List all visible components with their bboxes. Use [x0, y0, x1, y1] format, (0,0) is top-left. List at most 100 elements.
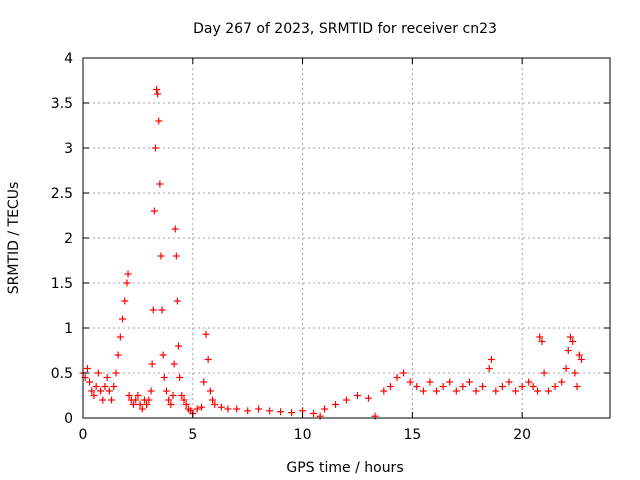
data-point [446, 378, 454, 386]
data-point [172, 252, 180, 260]
y-tick-label: 0 [64, 411, 73, 427]
data-point [518, 383, 526, 390]
data-point [124, 270, 132, 278]
data-point [200, 378, 208, 386]
data-point [119, 315, 127, 323]
data-point [386, 383, 394, 390]
data-point [233, 405, 241, 413]
data-point [145, 396, 153, 404]
data-point [575, 351, 583, 359]
data-point [198, 403, 206, 411]
data-point [492, 387, 500, 395]
data-points [79, 86, 585, 420]
data-point [202, 330, 210, 338]
data-point [310, 410, 318, 417]
data-point [108, 396, 116, 404]
data-point [459, 383, 467, 390]
data-point [393, 374, 401, 381]
data-point [134, 392, 142, 399]
data-point [86, 378, 94, 386]
data-point [380, 387, 388, 395]
data-point [83, 365, 91, 372]
data-point [116, 333, 124, 341]
data-point [94, 369, 102, 377]
x-tick-label: 20 [513, 427, 531, 443]
axis-ticks [82, 57, 610, 419]
y-tick-label: 3.5 [51, 96, 73, 112]
data-point [159, 351, 167, 359]
data-point [154, 90, 162, 98]
data-point [558, 378, 566, 386]
data-point [121, 297, 129, 305]
chart-title: Day 267 of 2023, SRMTID for receiver cn2… [193, 21, 497, 37]
data-point [105, 387, 113, 395]
data-point [156, 180, 164, 188]
data-point [99, 396, 107, 404]
data-point [343, 396, 350, 404]
data-point [472, 387, 480, 395]
data-point [138, 405, 146, 413]
data-point [266, 407, 274, 415]
y-tick-label: 0.5 [51, 366, 73, 382]
data-point [577, 356, 585, 363]
x-tick-label: 0 [79, 427, 88, 443]
data-point [551, 383, 559, 390]
tick-labels: 0 0.5 1 1.5 2 2.5 3 3.5 4 0 5 10 15 20 [51, 51, 531, 443]
data-point [178, 392, 186, 399]
data-point [103, 374, 111, 381]
plot-frame [82, 57, 611, 419]
data-point [101, 383, 109, 390]
x-tick-label: 5 [188, 427, 197, 443]
data-point [204, 356, 212, 363]
data-point [160, 374, 168, 381]
data-point [132, 396, 140, 404]
data-point [569, 338, 577, 345]
data-point [419, 387, 427, 395]
data-point [125, 392, 133, 399]
data-point [452, 387, 460, 395]
data-point [545, 387, 553, 395]
data-point [485, 365, 493, 372]
data-point [157, 252, 165, 260]
data-point [564, 347, 572, 354]
data-point [151, 144, 159, 152]
x-axis-label: GPS time / hours [286, 460, 403, 476]
data-point [162, 387, 170, 395]
data-point [171, 225, 179, 233]
data-point [505, 378, 513, 386]
data-point [136, 401, 144, 408]
data-point [169, 392, 177, 399]
data-point [364, 394, 372, 402]
data-point [88, 387, 96, 395]
data-point [498, 383, 506, 390]
data-point [406, 378, 414, 386]
data-point [255, 405, 263, 413]
data-point [562, 365, 570, 372]
data-point [536, 333, 544, 341]
data-point [170, 360, 178, 368]
data-point [353, 392, 361, 399]
x-tick-label: 10 [294, 427, 312, 443]
data-point [114, 351, 122, 359]
data-point [512, 387, 520, 395]
data-point [529, 383, 537, 390]
data-point [487, 356, 495, 363]
data-point [316, 412, 324, 420]
data-point [277, 408, 285, 416]
data-point [439, 383, 447, 390]
data-point [288, 409, 296, 417]
y-tick-label: 1.5 [51, 276, 73, 292]
data-point [175, 342, 183, 350]
data-point [206, 387, 214, 395]
data-point [540, 369, 548, 377]
data-point [534, 387, 542, 395]
data-point [130, 401, 138, 408]
data-point [371, 412, 379, 420]
data-point [217, 403, 225, 411]
data-point [211, 401, 219, 408]
data-point [571, 369, 579, 377]
data-point [479, 383, 487, 390]
data-point [332, 401, 340, 408]
data-point [573, 383, 581, 390]
